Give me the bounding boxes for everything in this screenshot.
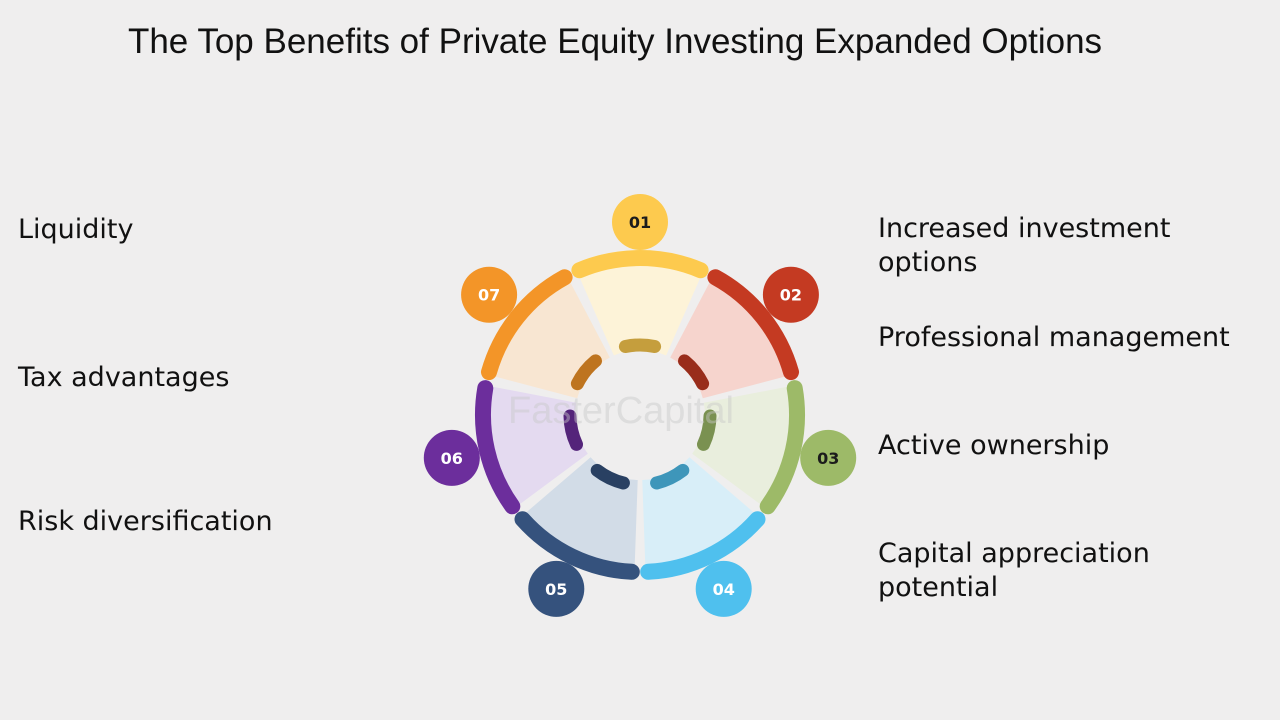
cycle-segment-03: 03 (692, 380, 857, 515)
segment-outer-band (640, 511, 766, 580)
number-badge-label: 03 (817, 449, 839, 468)
page-title: The Top Benefits of Private Equity Inves… (127, 22, 1103, 61)
label-liquidity: Liquidity (18, 214, 134, 245)
number-badge-label: 06 (441, 449, 463, 468)
label-increased-investment-options: Increased investment options (878, 213, 1171, 278)
segment-fill (573, 249, 707, 356)
segment-inner-arc (563, 409, 583, 451)
number-badge-label: 05 (545, 580, 567, 599)
cycle-segment-02: 02 (670, 266, 819, 399)
segment-inner-arc (618, 338, 662, 353)
number-badge (423, 429, 480, 486)
segment-outer-band (475, 380, 521, 515)
label-professional-management: Professional management (878, 322, 1230, 353)
segment-fill (670, 268, 800, 399)
cycle-segment-01: 01 (571, 194, 709, 356)
watermark-text: FasterCapital (508, 390, 734, 432)
segment-inner-arc (678, 354, 710, 391)
number-badge (695, 560, 752, 617)
number-badge-label: 02 (780, 286, 802, 305)
cycle-segment-04: 04 (640, 457, 766, 617)
segment-inner-arc (570, 354, 602, 391)
segment-outer-band (481, 269, 573, 381)
cycle-segment-05: 05 (514, 457, 640, 617)
segment-outer-band (707, 269, 799, 381)
number-badge-label: 04 (713, 580, 735, 599)
number-badge-label: 01 (629, 213, 651, 232)
number-badge-label: 07 (478, 286, 500, 305)
number-badge (762, 266, 819, 323)
segment-fill (480, 268, 610, 399)
segment-outer-band (759, 380, 805, 515)
segment-inner-arc (650, 463, 690, 490)
cycle-segment-06: 06 (423, 380, 588, 515)
segment-inner-arc (590, 463, 630, 490)
label-capital-appreciation-potential: Capital appreciation potential (878, 538, 1150, 603)
cycle-segments: 01 02 03 04 05 06 07 (423, 194, 857, 617)
label-tax-advantages: Tax advantages (18, 362, 230, 393)
segment-outer-band (514, 511, 640, 580)
number-badge (461, 266, 518, 323)
segment-inner-arc (697, 409, 717, 451)
label-risk-diversification: Risk diversification (18, 506, 273, 537)
cycle-segment-07: 07 (461, 266, 610, 399)
number-badge (800, 429, 857, 486)
number-badge (612, 194, 668, 250)
number-badge (528, 560, 585, 617)
segment-outer-band (571, 250, 709, 279)
label-active-ownership: Active ownership (878, 430, 1110, 461)
